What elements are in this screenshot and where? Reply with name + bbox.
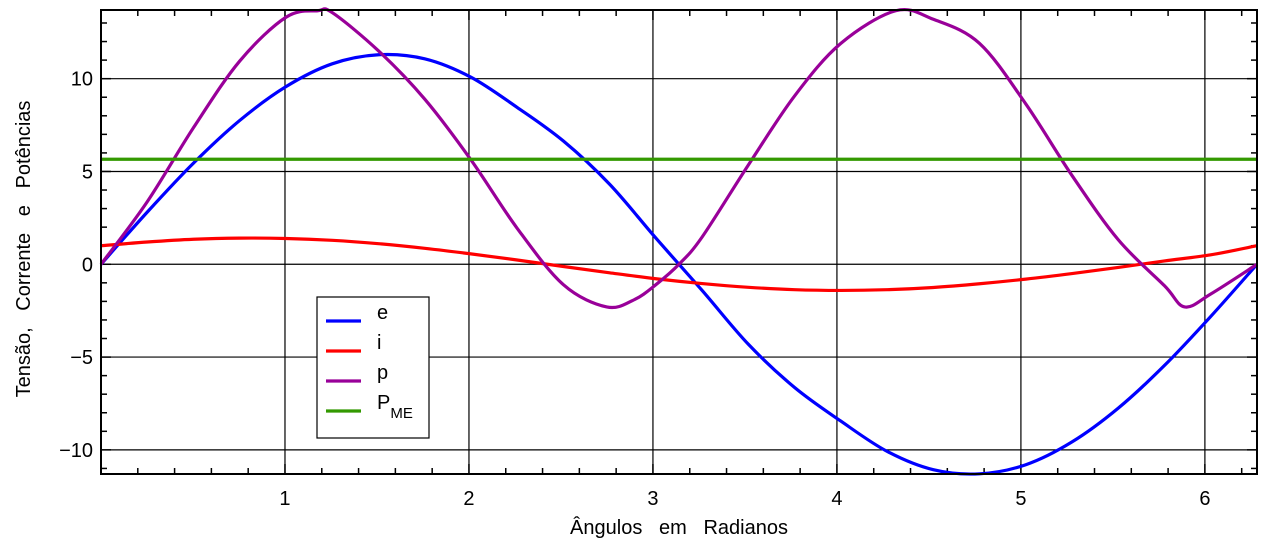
x-tick-label: 5	[1015, 488, 1026, 510]
x-tick-label: 1	[279, 488, 290, 510]
legend-label-p: p	[377, 362, 388, 384]
series-line-i	[100, 236, 1258, 293]
y-axis-label: Tensão, Corrente e Potências	[13, 101, 35, 398]
y-tick-label: −5	[70, 347, 93, 369]
series-lines	[99, 7, 1259, 476]
tick-labels: 1 2 3 4 5 6 −10 −5 0 5 10	[59, 69, 1210, 510]
x-tick-label: 2	[463, 488, 474, 510]
y-tick-label: 5	[82, 161, 93, 183]
plot-frame	[100, 9, 1258, 475]
y-tick-label: 10	[71, 69, 93, 91]
x-axis-label: Ângulos em Radianos	[570, 516, 788, 539]
x-tick-label: 3	[647, 488, 658, 510]
x-tick-label: 6	[1199, 488, 1210, 510]
x-tick-label: 4	[831, 488, 842, 510]
y-tick-label: −10	[59, 440, 93, 462]
legend-label-e: e	[377, 302, 388, 324]
y-tick-label: 0	[82, 254, 93, 276]
legend-label-i: i	[377, 332, 381, 354]
